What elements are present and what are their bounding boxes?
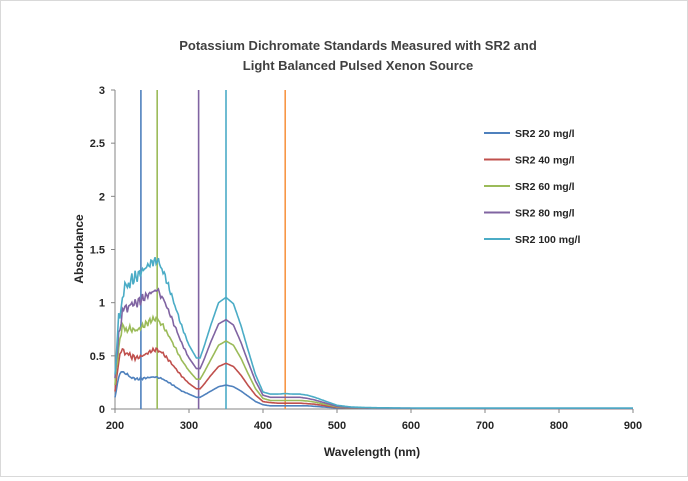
y-tick-label: 1 <box>99 298 105 310</box>
legend-label: SR2 80 mg/l <box>515 208 575 220</box>
x-tick-label: 900 <box>624 420 642 432</box>
plot-area: 0 0.5 1 1.5 2 2.5 3 200 300 400 500 600 700 800 900 <box>90 85 642 432</box>
x-tick-label: 500 <box>328 420 346 432</box>
y-tick-label: 0 <box>99 404 105 416</box>
chart-title-line-1: Potassium Dichromate Standards Measured … <box>179 38 537 53</box>
y-tick-label: 2.5 <box>90 138 105 150</box>
x-tick-label: 600 <box>402 420 420 432</box>
x-tick-label: 700 <box>476 420 494 432</box>
y-tick-label: 2 <box>99 191 105 203</box>
y-tick-label: 1.5 <box>90 245 105 257</box>
y-axis-label: Absorbance <box>72 214 86 284</box>
legend-label: SR2 20 mg/l <box>515 128 575 140</box>
legend-label: SR2 40 mg/l <box>515 155 575 167</box>
x-tick-label: 800 <box>550 420 568 432</box>
x-axis-label: Wavelength (nm) <box>324 445 420 459</box>
legend-label: SR2 60 mg/l <box>515 181 575 193</box>
series-line <box>114 370 633 410</box>
series-line <box>114 346 633 410</box>
y-tick-label: 0.5 <box>90 351 105 363</box>
x-tick-label: 400 <box>254 420 272 432</box>
series-line <box>114 287 633 410</box>
series-line <box>114 256 633 409</box>
y-tick-label: 3 <box>99 85 105 97</box>
legend: SR2 20 mg/l SR2 40 mg/l SR2 60 mg/l SR2 80 … <box>484 128 580 246</box>
x-tick-label: 300 <box>180 420 198 432</box>
x-tick-label: 200 <box>106 420 124 432</box>
legend-label: SR2 100 mg/l <box>515 234 580 246</box>
chart-title-line-2: Light Balanced Pulsed Xenon Source <box>243 58 473 73</box>
